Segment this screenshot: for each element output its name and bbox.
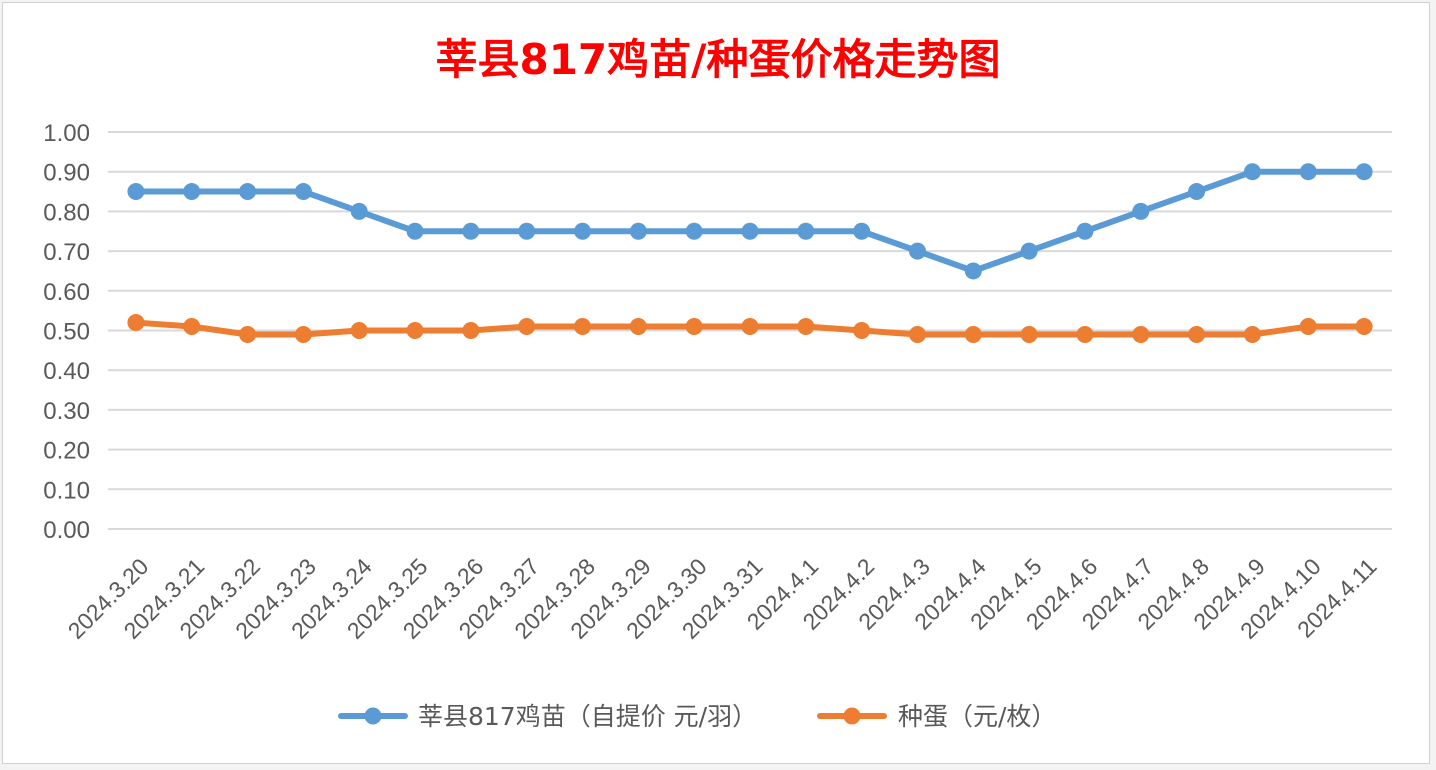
data-point — [518, 318, 536, 336]
y-tick-label: 0.10 — [43, 477, 90, 504]
data-point — [797, 318, 815, 336]
data-point — [1188, 325, 1206, 343]
data-point — [462, 322, 480, 339]
data-point — [183, 318, 201, 336]
data-point — [685, 222, 703, 240]
y-tick-label: 0.20 — [43, 438, 90, 465]
data-point — [127, 183, 145, 201]
data-point — [1355, 318, 1373, 336]
data-point — [908, 325, 926, 343]
data-point — [406, 322, 424, 339]
series-layer — [127, 163, 1373, 343]
data-point — [908, 242, 926, 260]
data-point — [1299, 163, 1317, 181]
data-point — [462, 222, 480, 240]
y-tick-label: 0.60 — [43, 279, 90, 306]
y-tick-label: 1.00 — [43, 120, 90, 147]
data-point — [574, 222, 592, 240]
data-point — [629, 318, 647, 336]
data-point — [127, 314, 145, 332]
data-point — [350, 322, 368, 339]
legend-item: 种蛋（元/枚） — [817, 702, 1056, 731]
data-point — [183, 183, 201, 201]
data-point — [964, 325, 982, 343]
data-point — [1076, 222, 1094, 240]
data-point — [1132, 325, 1150, 343]
data-point — [294, 183, 312, 201]
data-point — [239, 325, 257, 343]
data-point — [685, 318, 703, 336]
data-point — [1243, 325, 1261, 343]
data-point — [1355, 163, 1373, 181]
data-point — [1243, 163, 1261, 181]
data-point — [350, 202, 368, 220]
y-axis: 0.00 0.10 0.20 0.30 0.40 0.50 0.60 0.70 0.80 0.90… — [43, 120, 90, 544]
y-tick-label: 0.90 — [43, 160, 90, 187]
series-2 — [127, 314, 1373, 343]
y-tick-label: 0.80 — [43, 199, 90, 226]
y-tick-label: 0.70 — [43, 239, 90, 266]
legend-label: 莘县817鸡苗（自提价 元/羽） — [418, 702, 757, 731]
data-point — [629, 222, 647, 240]
series-1 — [127, 163, 1373, 280]
data-point — [964, 262, 982, 280]
data-point — [1299, 318, 1317, 336]
series-line — [132, 168, 1368, 274]
data-point — [1188, 183, 1206, 201]
data-point — [1132, 202, 1150, 220]
data-point — [1020, 325, 1038, 343]
data-point — [294, 325, 312, 343]
legend-item: 莘县817鸡苗（自提价 元/羽） — [338, 702, 757, 731]
data-point — [853, 222, 871, 240]
legend: 莘县817鸡苗（自提价 元/羽） 种蛋（元/枚） — [338, 702, 1056, 731]
data-point — [741, 318, 759, 336]
data-point — [239, 183, 257, 201]
legend-label: 种蛋（元/枚） — [898, 702, 1056, 731]
data-point — [518, 222, 536, 240]
y-tick-label: 0.40 — [43, 358, 90, 385]
data-point — [741, 222, 759, 240]
data-point — [853, 322, 871, 339]
x-axis: 2024.3.202024.3.212024.3.222024.3.232024… — [63, 553, 1382, 644]
y-tick-label: 0.50 — [43, 319, 90, 346]
gridlines — [108, 131, 1392, 530]
data-point — [1020, 242, 1038, 260]
y-tick-label: 0.30 — [43, 398, 90, 425]
data-point — [1076, 325, 1094, 343]
data-point — [406, 222, 424, 240]
chart-title: 莘县817鸡苗/种蛋价格走势图 — [435, 35, 1000, 84]
data-point — [574, 318, 592, 336]
legend-swatch-marker — [843, 707, 861, 725]
data-point — [797, 222, 815, 240]
legend-swatch-marker — [364, 707, 382, 725]
y-tick-label: 0.00 — [43, 517, 90, 544]
